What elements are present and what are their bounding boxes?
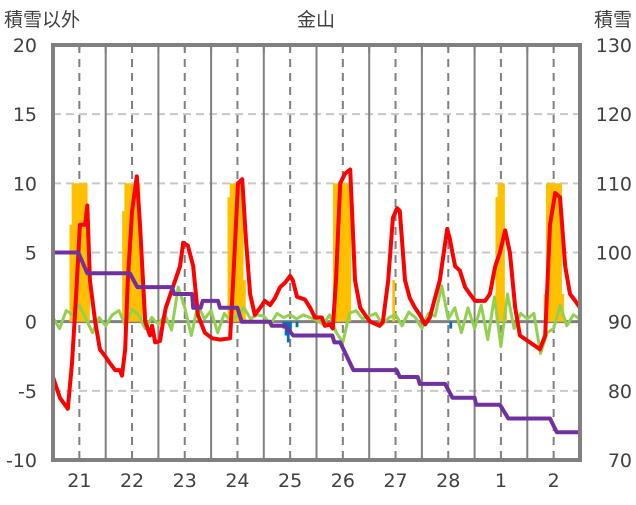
series-lines: [51, 167, 582, 435]
right-tick-label: 100: [596, 243, 632, 265]
chart-title: 金山: [297, 9, 335, 31]
yellow-bar: [550, 183, 554, 322]
x-tick-label: 23: [173, 470, 197, 492]
yellow-bar: [240, 197, 244, 322]
left-tick-label: 10: [13, 173, 37, 195]
yellow-bar: [130, 183, 134, 322]
yellow-bar: [122, 211, 125, 322]
yellow-bar: [502, 183, 505, 322]
right-axis-label: 積雪: [594, 9, 632, 31]
green-line: [51, 284, 581, 355]
left-tick-label: 15: [13, 104, 37, 126]
purple-snow-depth: [53, 250, 580, 435]
left-tick-label: 20: [13, 35, 37, 57]
x-tick-label: 21: [67, 470, 91, 492]
yellow-bar: [343, 183, 347, 322]
red-line: [51, 167, 582, 411]
yellow-bar: [229, 183, 233, 322]
right-tick-label: 90: [608, 312, 632, 334]
left-tick-label: 5: [25, 243, 37, 265]
right-tick-label: 120: [596, 104, 632, 126]
left-tick-label: 0: [25, 312, 37, 334]
yellow-bar: [133, 183, 136, 322]
yellow-bar: [69, 224, 73, 322]
x-tick-label: 1: [495, 470, 507, 492]
x-tick-label: 25: [278, 470, 302, 492]
yellow-bar: [392, 280, 396, 322]
yellow-bar: [236, 183, 240, 322]
yellow-bar: [137, 183, 141, 322]
yellow-bar: [238, 183, 242, 322]
yellow-bar: [135, 183, 139, 322]
yellow-bar: [559, 183, 562, 322]
blue-bar: [295, 321, 299, 328]
yellow-bar: [332, 183, 336, 322]
left-tick-label: -5: [18, 381, 37, 403]
yellow-bar: [339, 183, 343, 322]
yellow-bar: [561, 294, 565, 322]
x-tick-label: 22: [120, 470, 144, 492]
yellow-bar: [346, 183, 349, 322]
x-tick-label: 28: [436, 470, 460, 492]
right-tick-label: 110: [596, 173, 632, 195]
yellow-bar: [341, 183, 345, 322]
yellow-bar: [242, 280, 246, 322]
yellow-bar: [84, 183, 88, 322]
blue-bar: [449, 321, 453, 329]
yellow-bar: [227, 197, 231, 322]
yellow-bar: [552, 183, 556, 322]
yellow-bar: [348, 183, 352, 322]
right-tick-label: 130: [596, 35, 632, 57]
x-tick-label: 26: [331, 470, 355, 492]
left-axis-label: 積雪以外: [4, 9, 80, 31]
right-tick-label: 70: [608, 450, 632, 472]
gridlines: [53, 45, 580, 460]
right-tick-label: 80: [608, 381, 632, 403]
yellow-bar: [554, 183, 558, 322]
yellow-bar: [80, 183, 84, 322]
x-tick-label: 2: [548, 470, 560, 492]
x-tick-label: 27: [383, 470, 407, 492]
yellow-bar: [82, 183, 86, 322]
blue-bar: [289, 321, 292, 333]
yellow-bar: [556, 183, 560, 322]
left-tick-label: -10: [6, 450, 37, 472]
x-tick-label: 24: [225, 470, 249, 492]
yellow-bar: [124, 183, 128, 322]
